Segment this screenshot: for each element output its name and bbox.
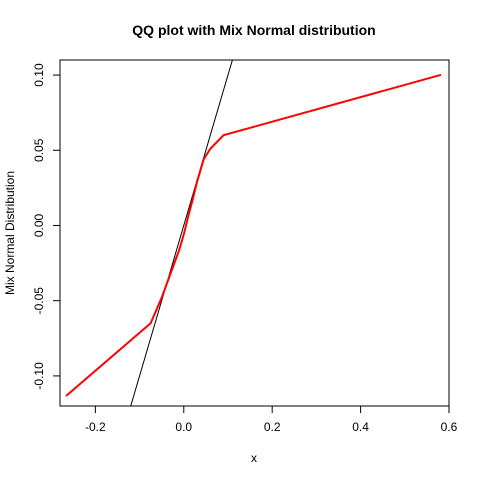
x-tick-label: 0.0: [175, 420, 192, 434]
x-axis-label: x: [251, 451, 257, 465]
y-tick-label: -0.10: [32, 362, 46, 390]
chart-title: QQ plot with Mix Normal distribution: [132, 22, 375, 38]
y-axis-label: Mix Normal Distribution: [3, 171, 17, 295]
x-tick-label: -0.2: [85, 420, 106, 434]
y-tick-label: -0.05: [32, 287, 46, 315]
x-axis: -0.2 0.0 0.2 0.4 0.6: [85, 405, 458, 434]
y-tick-label: 0.00: [32, 213, 46, 237]
data-lines: [65, 60, 442, 406]
x-tick-label: 0.2: [264, 420, 281, 434]
y-axis: -0.10 -0.05 0.00 0.05 0.10: [32, 63, 61, 390]
x-tick-label: 0.4: [352, 420, 369, 434]
reference-line: [130, 60, 233, 406]
x-tick-label: 0.6: [441, 420, 458, 434]
y-tick-label: 0.10: [32, 63, 46, 87]
series-line-0: [65, 74, 442, 397]
y-tick-label: 0.05: [32, 138, 46, 162]
